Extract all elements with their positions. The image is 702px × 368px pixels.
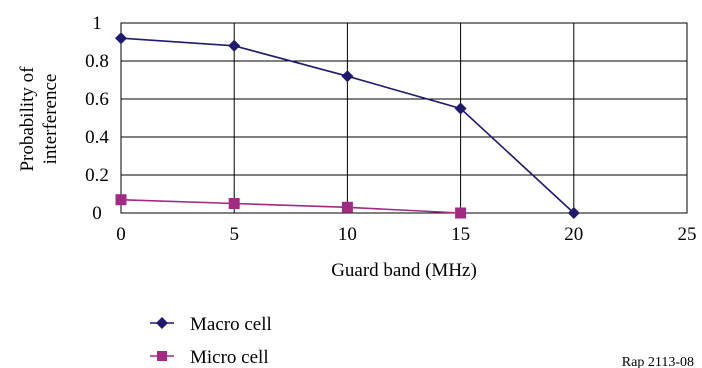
data-point-macro-cell bbox=[567, 207, 580, 219]
data-point-micro-cell bbox=[341, 201, 353, 213]
legend-marker-macro-cell bbox=[156, 317, 168, 329]
y-tick-label: 0.4 bbox=[85, 127, 109, 148]
y-tick-label: 0.8 bbox=[85, 51, 109, 72]
x-axis-title: Guard band (MHz) bbox=[331, 260, 477, 281]
x-tick-label: 25 bbox=[678, 224, 697, 245]
legend-label-micro-cell: Micro cell bbox=[190, 347, 269, 368]
legend-item-micro-cell: Micro cell bbox=[150, 347, 269, 368]
data-point-macro-cell bbox=[341, 70, 354, 83]
x-tick-label: 0 bbox=[116, 224, 126, 245]
data-point-micro-cell bbox=[455, 207, 467, 219]
y-tick-label: 1 bbox=[92, 13, 102, 34]
data-point-micro-cell bbox=[115, 194, 127, 206]
x-axis-ticks: 0 5 10 15 20 25 bbox=[116, 224, 696, 245]
y-tick-label: 0 bbox=[92, 203, 102, 224]
x-tick-label: 20 bbox=[564, 224, 583, 245]
legend-marker-micro-cell bbox=[157, 351, 167, 361]
data-point-macro-cell bbox=[228, 39, 241, 52]
plot-area bbox=[120, 22, 688, 214]
y-axis-ticks: 0 0.2 0.4 0.6 0.8 1 bbox=[85, 13, 109, 224]
y-tick-label: 0.2 bbox=[85, 165, 109, 186]
data-point-macro-cell bbox=[115, 32, 127, 45]
legend-label-macro-cell: Macro cell bbox=[190, 314, 272, 335]
figure-reference: Rap 2113-08 bbox=[622, 355, 694, 368]
y-axis-title-line-1: Probability of bbox=[17, 66, 38, 172]
x-tick-label: 15 bbox=[451, 224, 470, 245]
x-tick-label: 10 bbox=[338, 224, 357, 245]
series-line-micro-cell bbox=[120, 198, 461, 214]
x-tick-label: 5 bbox=[229, 224, 239, 245]
series-group bbox=[115, 32, 580, 219]
data-point-macro-cell bbox=[454, 102, 467, 115]
grid bbox=[121, 23, 687, 213]
y-tick-label: 0.6 bbox=[85, 89, 109, 110]
data-point-micro-cell bbox=[228, 198, 240, 209]
legend-item-macro-cell: Macro cell bbox=[150, 314, 272, 335]
legend: Macro cell Micro cell bbox=[150, 314, 272, 368]
y-axis-title-line-2: interference bbox=[40, 74, 61, 165]
